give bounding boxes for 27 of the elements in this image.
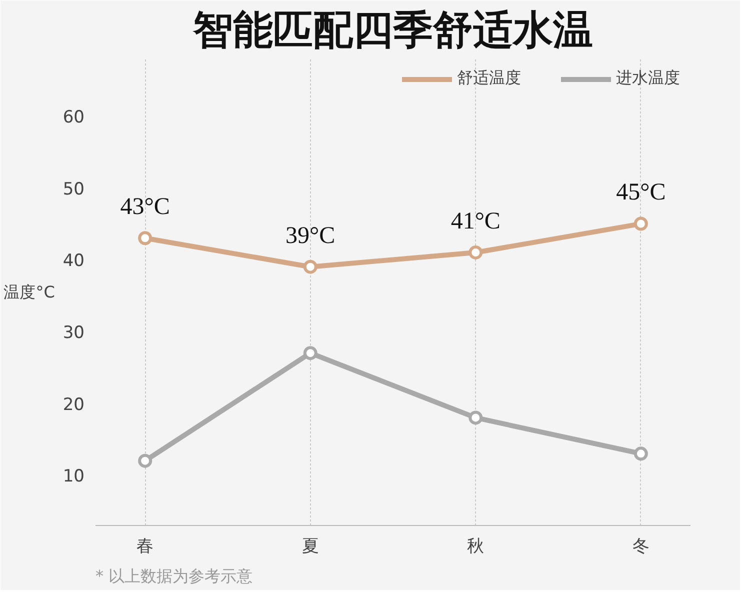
data-label: 41°C	[450, 208, 500, 234]
legend-label: 进水温度	[616, 68, 680, 89]
x-tick-label: 秋	[467, 536, 484, 556]
point	[468, 410, 483, 425]
x-tick-label: 夏	[302, 536, 319, 556]
y-axis-title: 温度°C	[4, 282, 55, 302]
data-label: 39°C	[286, 222, 336, 249]
y-tick-label: 40	[62, 251, 85, 272]
legend-label: 舒适温度	[457, 68, 521, 89]
y-tick-label: 20	[62, 394, 85, 415]
text: * 以上数据为参考示意	[96, 566, 253, 586]
data-label: 45°C	[616, 180, 666, 206]
y-tick-label: 60	[62, 107, 85, 128]
y-tick-label: 30	[62, 323, 85, 344]
x-tick-label: 冬	[632, 536, 650, 556]
point	[138, 231, 152, 246]
chart-title: 智能匹配四季舒适水温	[192, 8, 593, 54]
point	[303, 260, 318, 274]
y-tick-label: 50	[62, 179, 85, 200]
point	[468, 245, 483, 260]
point	[303, 346, 318, 360]
x-tick-label: 春	[136, 536, 154, 556]
point	[634, 446, 648, 461]
point	[138, 454, 152, 468]
point	[634, 216, 648, 231]
y-tick-label: 10	[62, 466, 85, 487]
data-label: 43°C	[120, 194, 170, 220]
